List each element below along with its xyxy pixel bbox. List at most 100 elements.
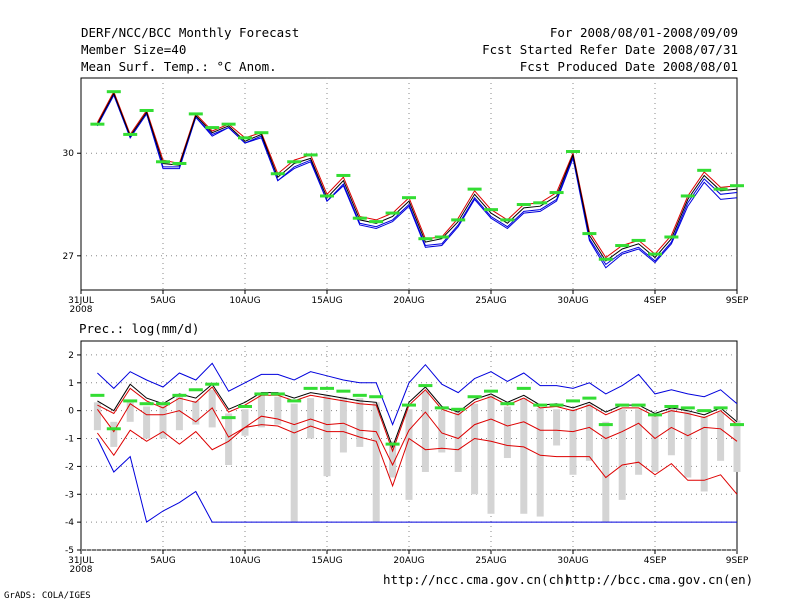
prec-ytick-label: -5 [65, 546, 74, 556]
prec-marker [451, 407, 466, 411]
prec-line-upper [97, 362, 738, 426]
temp-xtick-label: 15AUG [311, 296, 342, 306]
prec-marker [156, 402, 170, 406]
prec-spread-box [389, 441, 397, 478]
temp-marker [352, 216, 367, 220]
prec-spread-box [241, 409, 249, 436]
temp-marker [549, 191, 564, 195]
refer-date: Fcst Started Refer Date 2008/07/31 [482, 42, 738, 57]
prec-marker [418, 384, 433, 388]
prec-spread-box [339, 396, 347, 453]
temp-xtick-label: 10AUG [229, 296, 260, 306]
temp-marker [254, 131, 269, 135]
prec-xtick-label: 4SEP [644, 556, 667, 566]
temp-xtick-label: 4SEP [644, 296, 667, 306]
prec-marker [139, 402, 154, 406]
temp-line-mean [96, 92, 738, 262]
temp-marker [500, 218, 515, 222]
temp-marker [172, 161, 187, 165]
prec-spread-box [110, 421, 118, 447]
prec-spread-box [635, 409, 643, 475]
temp-marker [303, 153, 318, 157]
prec-spread-box [93, 402, 101, 431]
member-size: Member Size=40 [81, 42, 187, 57]
temp-year-label: 2008 [70, 305, 93, 315]
prec-spread-box [503, 406, 511, 459]
prec-spread-box [651, 416, 659, 472]
temp-marker [451, 218, 466, 222]
prec-marker [106, 427, 121, 431]
temp-marker [90, 122, 105, 126]
bcc-url[interactable]: http://bcc.cma.gov.cn(en) [565, 572, 754, 587]
temp-line-lowest [96, 93, 738, 269]
prec-xtick-label: 9SEP [726, 556, 749, 566]
prec-ytick-label: -1 [65, 435, 74, 445]
forecast-period: For 2008/08/01-2008/09/09 [549, 25, 738, 40]
temp-marker [484, 208, 498, 212]
prec-ytick-label: 1 [68, 379, 74, 389]
prec-spread-box [143, 406, 151, 439]
prec-spread-box [717, 412, 725, 461]
prec-marker [631, 403, 646, 407]
prec-spread-box [454, 410, 462, 472]
prec-spread-box [536, 407, 544, 517]
prec-spread-box [356, 398, 364, 447]
prec-spread-box [733, 420, 741, 472]
temp-ytick-label: 27 [63, 252, 74, 262]
prec-spread-box [700, 416, 708, 492]
prec-marker [730, 423, 744, 427]
prec-marker [484, 389, 498, 393]
prec-marker [566, 399, 580, 403]
prec-marker [402, 403, 416, 407]
temp-line-upper [96, 90, 738, 259]
prec-marker [467, 395, 482, 399]
temp-marker [664, 235, 679, 239]
prec-marker [697, 409, 712, 413]
temp-marker [516, 203, 531, 207]
temp-xtick-label: 9SEP [726, 296, 749, 306]
prec-spread-box [323, 395, 331, 477]
temp-marker [631, 238, 646, 242]
grads-credit: GrADS: COLA/IGES [4, 591, 91, 601]
prec-spread-box [372, 402, 380, 523]
prec-spread-box [307, 398, 315, 439]
prec-marker [582, 396, 597, 400]
temp-marker [418, 237, 433, 241]
temp-marker [385, 211, 400, 215]
prec-xtick-label: 20AUG [393, 556, 424, 566]
prec-spread-box [520, 398, 528, 514]
prec-line-upper-mid [97, 386, 738, 453]
temp-xtick-label: 31JUL [68, 296, 94, 306]
temp-marker [615, 244, 630, 248]
prec-spread-box [405, 409, 413, 500]
prec-spread-box [471, 403, 479, 495]
temp-marker [320, 194, 334, 198]
ncc-url[interactable]: http://ncc.cma.gov.cn(ch) [383, 572, 572, 587]
temp-marker [402, 196, 416, 200]
prec-spread-box [487, 395, 495, 514]
temp-marker [123, 132, 138, 136]
temp-xtick-label: 30AUG [557, 296, 588, 306]
prec-spread-box [602, 421, 610, 523]
prec-line-lower-mid [96, 402, 738, 467]
prec-xtick-label: 5AUG [150, 556, 175, 566]
prec-spread-box [274, 396, 282, 425]
temp-marker [467, 187, 482, 191]
prec-spread-box [257, 395, 265, 428]
prec-spread-box [569, 409, 577, 475]
prec-year-label: 2008 [70, 565, 93, 575]
prec-marker [254, 392, 269, 396]
prec-spread-box [667, 407, 675, 456]
prec-marker [385, 442, 400, 446]
prec-ytick-label: -4 [65, 518, 74, 528]
prec-spread-box [421, 391, 429, 472]
prec-marker [615, 403, 630, 407]
prec-marker [287, 399, 302, 403]
variable-label: Mean Surf. Temp.: °C Anom. [81, 59, 277, 74]
prec-line-lowest [96, 438, 737, 523]
prec-marker [221, 416, 236, 420]
temp-marker [582, 232, 597, 236]
prec-ytick-label: -3 [65, 490, 74, 500]
prec-marker [270, 392, 285, 396]
